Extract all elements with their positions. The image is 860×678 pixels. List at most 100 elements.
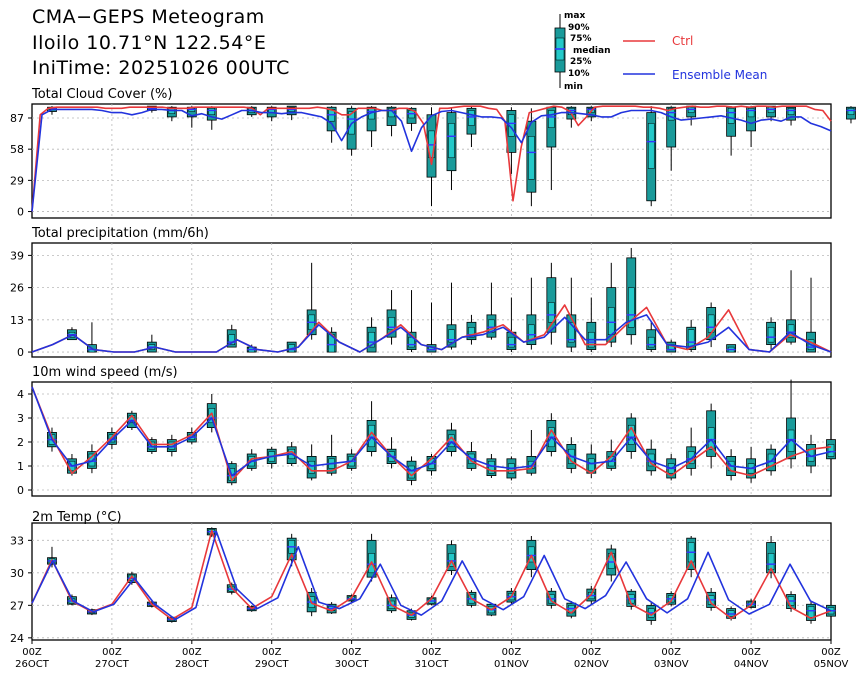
x-tick-hour: 00Z <box>661 647 681 658</box>
legend-box-label: max <box>564 11 585 21</box>
box-plot <box>226 324 237 348</box>
y-tick-label: 33 <box>10 534 24 547</box>
x-tick-date: 31OCT <box>415 659 450 670</box>
y-tick-label: 29 <box>10 174 24 187</box>
box-inner <box>747 108 755 118</box>
box-inner <box>228 334 235 345</box>
legend-mean-label: Ensemble Mean <box>672 68 767 82</box>
y-tick-label: 26 <box>10 282 24 295</box>
y-tick-label: 0 <box>17 484 24 497</box>
box-plot <box>186 106 197 128</box>
box-plot <box>386 290 397 345</box>
box-plot <box>686 427 697 476</box>
panel-title: 2m Temp (°C) <box>32 510 122 525</box>
box-inner <box>608 307 615 335</box>
box-inner <box>727 108 735 124</box>
box-inner <box>687 451 695 464</box>
box-plot <box>426 107 437 207</box>
box-plot <box>546 106 557 191</box>
x-tick-hour: 00Z <box>182 647 202 658</box>
panel-title: Total precipitation (mm/6h) <box>31 226 209 241</box>
x-tick-date: 03NOV <box>654 659 689 670</box>
box-plot <box>526 277 537 350</box>
x-tick-hour: 00Z <box>821 647 841 658</box>
legend-box-label: 10% <box>568 69 590 79</box>
box-inner <box>448 123 455 159</box>
box-plot <box>766 444 776 476</box>
box-plot <box>806 601 816 624</box>
box-plot <box>446 540 457 575</box>
box-inner <box>548 302 555 323</box>
box-inner <box>687 329 695 348</box>
box-plot <box>746 446 756 483</box>
box-plot <box>626 247 637 345</box>
box-plot <box>366 317 377 353</box>
box-inner <box>568 322 575 343</box>
panel-3: 10m wind speed (m/s) 0 1 2 3 4 <box>17 365 836 497</box>
box-plot <box>446 108 457 191</box>
x-tick-date: 05NOV <box>814 659 849 670</box>
panel-4: 2m Temp (°C) 24 27 30 33 <box>10 510 836 645</box>
box-plot <box>766 317 776 350</box>
y-tick-label: 87 <box>10 112 24 125</box>
x-tick-hour: 00Z <box>582 647 602 658</box>
panel-1: Total Cloud Cover (%) 0 29 58 87 <box>10 87 856 219</box>
box-plot <box>746 106 756 148</box>
box-plot <box>67 327 77 341</box>
y-tick-label: 58 <box>10 143 24 156</box>
box-plot <box>626 589 637 610</box>
box-plot <box>406 290 417 353</box>
box-plot <box>406 107 417 131</box>
ctrl-line <box>31 105 832 212</box>
box-outer <box>666 106 677 148</box>
y-tick-label: 39 <box>10 249 24 262</box>
box-inner <box>628 424 635 445</box>
legend-box-label: 75% <box>570 34 592 44</box>
box-plot <box>286 533 297 567</box>
box-inner <box>368 331 375 348</box>
box-inner <box>468 327 475 338</box>
ensemble-mean-line <box>31 530 832 621</box>
box-plot <box>566 277 577 353</box>
panel-2: Total precipitation (mm/6h) 0 13 26 39 <box>10 226 832 359</box>
legend-box-label: 25% <box>570 57 592 67</box>
y-tick-label: 0 <box>17 346 24 359</box>
box-inner <box>667 108 675 121</box>
x-tick-date: 04NOV <box>734 659 769 670</box>
panel-frame <box>31 522 832 641</box>
box-plot <box>566 106 577 128</box>
panel-title: 10m wind speed (m/s) <box>32 365 178 380</box>
y-tick-label: 27 <box>10 599 24 612</box>
box-inner <box>767 553 775 570</box>
box-inner <box>647 123 655 169</box>
box-inner <box>448 553 455 567</box>
ensemble-mean-line <box>31 314 832 353</box>
x-tick-date: 01NOV <box>494 659 529 670</box>
box-inner <box>108 434 116 443</box>
y-tick-label: 30 <box>10 567 24 580</box>
y-tick-label: 3 <box>17 412 24 425</box>
x-tick-hour: 00Z <box>102 647 122 658</box>
box-inner <box>488 460 495 474</box>
box-inner <box>827 444 835 457</box>
x-tick-date: 29OCT <box>255 659 290 670</box>
box-plot <box>686 105 697 126</box>
x-tick-date: 28OCT <box>175 659 210 670</box>
box-inner <box>628 287 635 328</box>
box-plot <box>506 107 517 174</box>
x-tick-date: 26OCT <box>15 659 50 670</box>
box-plot <box>107 427 117 450</box>
box-plot <box>786 106 796 126</box>
y-tick-label: 0 <box>17 206 24 219</box>
y-tick-label: 24 <box>10 632 24 645</box>
init-time-label: IniTime: 20251026 00UTC <box>32 57 290 79</box>
box-plot <box>646 322 657 353</box>
box-plot <box>666 591 677 607</box>
box-plot <box>146 334 157 353</box>
box-plot <box>486 282 497 340</box>
y-tick-label: 1 <box>17 460 24 473</box>
box-inner <box>448 329 455 343</box>
y-tick-label: 2 <box>17 436 24 449</box>
